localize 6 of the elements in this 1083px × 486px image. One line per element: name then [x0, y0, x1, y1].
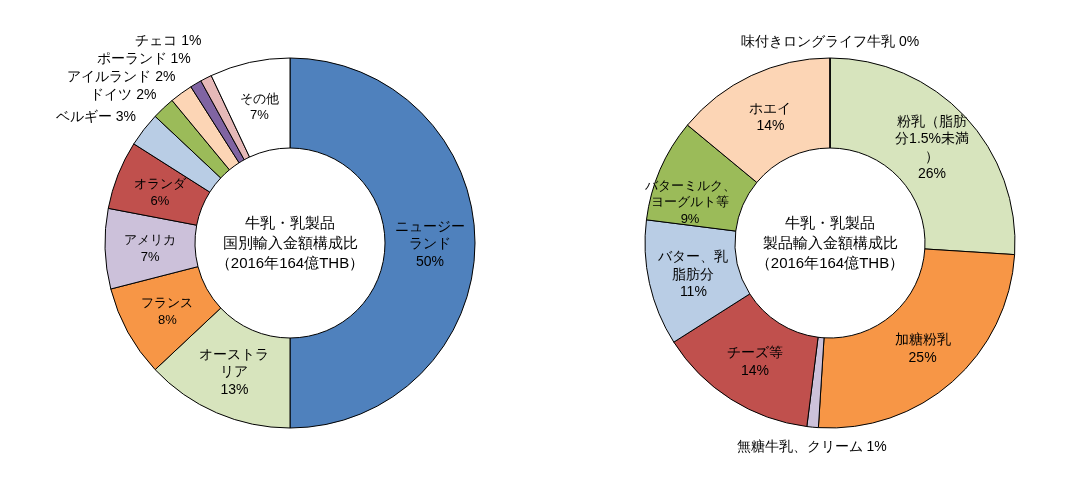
text: 牛乳・乳製品 [245, 214, 335, 231]
text: （2016年164億THB） [215, 254, 365, 271]
text: 国別輸入金額構成比 [222, 234, 358, 251]
text: 製品輸入金額構成比 [762, 234, 898, 251]
text: （2016年164億THB） [755, 254, 905, 271]
text: 牛乳・乳製品 [785, 214, 875, 231]
